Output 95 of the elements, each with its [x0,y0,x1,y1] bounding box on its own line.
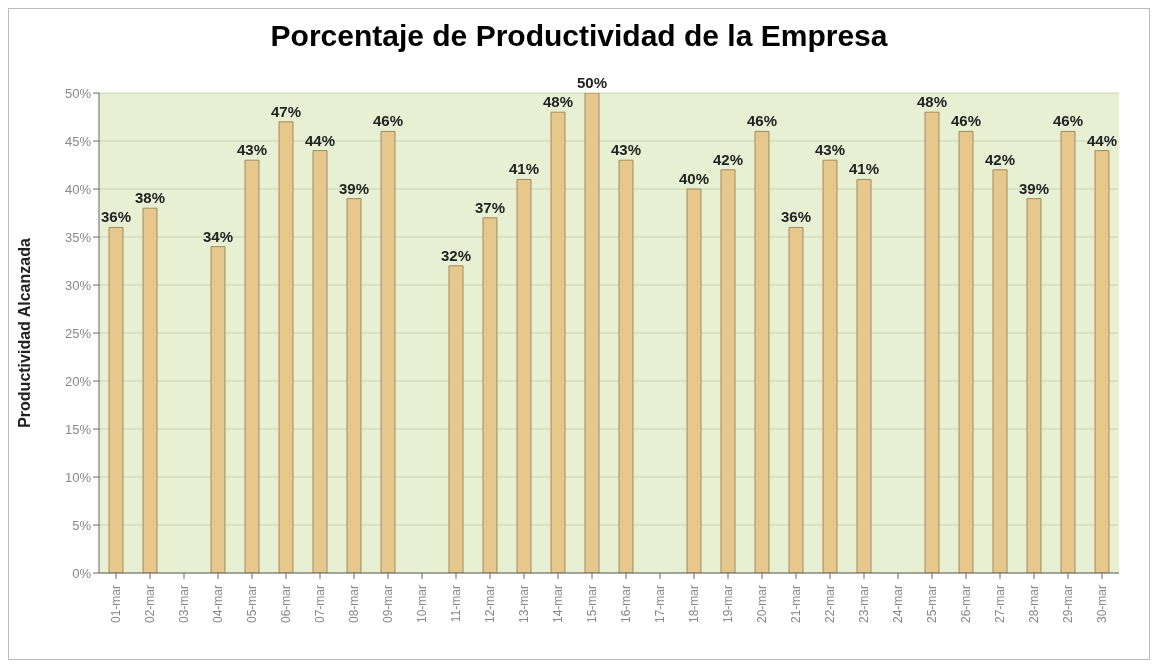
x-tick-label: 14-mar [550,585,565,624]
data-label: 46% [950,112,982,130]
data-label: 40% [678,170,710,187]
bar [380,130,396,573]
x-tick-label: 24-mar [890,585,905,624]
y-tick-label: 30% [64,277,92,293]
x-tick-label: 01-mar [108,585,123,624]
x-tick-label: 13-mar [516,585,531,624]
data-label: 43% [814,141,846,159]
data-label: 46% [1052,112,1084,130]
x-tick-label: 19-mar [720,585,735,624]
x-tick-label: 29-mar [1060,585,1075,624]
data-label: 41% [508,160,540,178]
x-tick-label: 07-mar [312,585,327,624]
data-label: 48% [542,93,574,111]
x-tick-label: 28-mar [1026,585,1041,624]
x-tick-label: 20-mar [754,585,769,624]
bar [618,159,634,573]
y-axis-title: Productividad Alcanzada [15,238,33,428]
data-label: 42% [984,150,1016,168]
data-label: 44% [1086,131,1118,149]
bar [244,159,260,573]
bar [210,246,226,573]
x-tick-label: 25-mar [924,585,939,624]
data-label: 42% [712,150,744,168]
x-tick-label: 22-mar [822,585,837,624]
x-tick-label: 21-mar [788,585,803,624]
data-label: 41% [848,160,880,178]
bar [584,93,600,573]
x-tick-label: 17-mar [652,585,667,624]
x-tick-label: 11-mar [448,585,463,623]
data-label: 37% [474,198,506,216]
data-label: 39% [1018,179,1050,197]
y-tick-label: 50% [64,85,92,101]
y-tick-label: 10% [64,469,92,485]
x-tick-label: 03-mar [176,585,191,624]
chart-title: Porcentaje de Productividad de la Empresa [269,18,889,54]
bar [1094,150,1110,573]
bar [278,121,294,573]
y-tick-label: 45% [64,133,92,149]
data-label: 34% [202,227,234,245]
bar [312,150,328,573]
bar [482,217,498,573]
bar [346,198,362,573]
bar [754,130,770,573]
bar [516,178,532,573]
x-tick-label: 08-mar [346,585,361,624]
data-label: 50% [576,74,608,91]
data-label: 44% [304,131,336,149]
y-tick-label: 15% [64,421,92,437]
data-label: 46% [372,112,404,130]
bar [1060,130,1076,573]
x-tick-label: 10-mar [414,585,429,624]
x-tick-label: 30-mar [1094,585,1109,624]
data-label: 48% [916,93,948,111]
y-tick-label: 35% [64,229,92,245]
bar [686,188,702,573]
data-label: 38% [134,189,166,207]
bar [108,226,124,573]
x-tick-label: 12-mar [482,585,497,624]
data-label: 47% [270,102,302,120]
bar [448,265,464,573]
x-tick-label: 06-mar [278,585,293,624]
y-tick-label: 40% [64,181,92,197]
x-tick-label: 27-mar [992,585,1007,624]
x-tick-label: 04-mar [210,585,225,624]
bar [856,178,872,573]
x-tick-label: 16-mar [618,585,633,624]
x-tick-label: 23-mar [856,585,871,624]
x-tick-label: 02-mar [142,585,157,624]
x-tick-label: 18-mar [686,585,701,624]
y-tick-label: 5% [72,517,92,533]
bar [550,111,566,573]
x-tick-label: 09-mar [380,585,395,624]
x-tick-label: 15-mar [584,585,599,624]
y-tick-label: 25% [64,325,92,341]
bar [822,159,838,573]
data-label: 32% [440,246,472,264]
data-label: 43% [610,141,642,159]
bar [788,226,804,573]
bar [142,207,158,573]
bar [992,169,1008,573]
bar [924,111,940,573]
y-tick-label: 0% [72,565,92,581]
data-label: 39% [338,179,370,197]
bar [720,169,736,573]
data-label: 46% [746,112,778,130]
y-tick-label: 20% [64,373,92,389]
data-label: 36% [100,208,132,226]
bar [958,130,974,573]
bar [1026,198,1042,573]
data-label: 43% [236,141,268,159]
x-tick-label: 26-mar [958,585,973,624]
data-label: 36% [780,208,812,226]
x-tick-label: 05-mar [244,585,259,624]
